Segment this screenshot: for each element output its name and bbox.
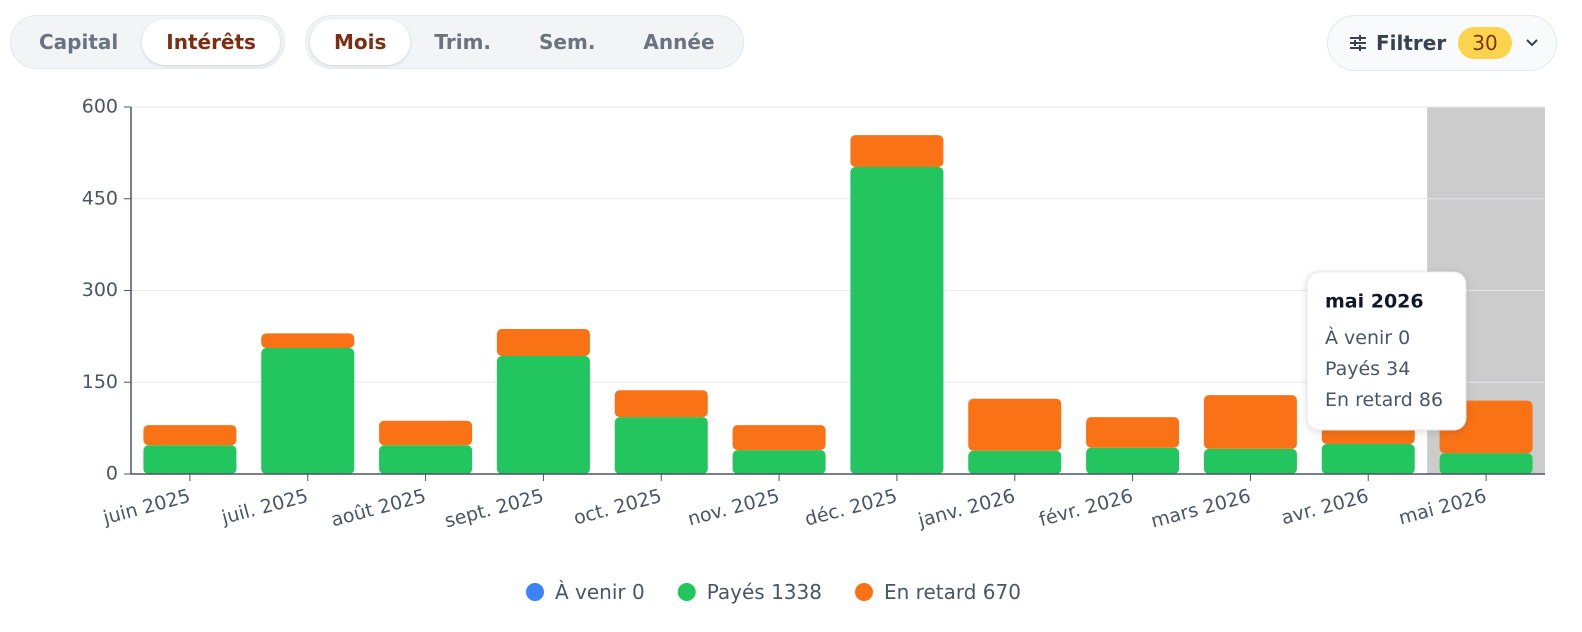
y-tick-label: 450 [82,187,118,209]
measure-tabs: Capital Intérêts [10,15,285,69]
x-tick-label: juin 2025 [100,485,193,530]
legend-label: Payés 1338 [707,580,822,604]
tooltip-name: À venir [1325,326,1392,349]
filter-button[interactable]: Filtrer 30 [1327,15,1557,71]
x-tick-label: sept. 2025 [442,485,546,533]
bar-segment [1203,448,1297,474]
x-tick-label: févr. 2026 [1037,485,1136,531]
bar-segment [1439,453,1533,474]
x-tick-label: juil. 2025 [219,485,311,529]
legend-total: 670 [983,580,1021,604]
filter-count: 30 [1458,27,1512,59]
tooltip-name: Payés [1325,358,1380,380]
chevron [1525,39,1538,47]
legend-name: Payés [707,580,765,604]
tooltip-row: À venir 0 [1325,326,1410,349]
x-tick-label: janv. 2026 [915,485,1017,532]
tooltip-row: En retard 86 [1325,389,1443,411]
legend-swatch [854,583,873,601]
x-tick-label: déc. 2025 [803,485,900,531]
bar-segment [732,425,826,451]
tab[interactable]: Mois [310,19,411,65]
bar-segment [143,445,237,474]
x-tick-label: mars 2026 [1149,485,1253,533]
tab[interactable]: Sem. [539,30,596,54]
tooltip-name: En retard [1325,389,1413,411]
legend-name: À venir [555,580,626,604]
y-tick-label: 0 [106,463,118,485]
tooltip-title: mai 2026 [1325,291,1424,313]
tooltip-row: Payés 34 [1325,358,1410,380]
legend-total: 1338 [771,580,822,604]
y-tick-label: 150 [82,371,118,393]
tab[interactable]: Trim. [434,30,492,54]
y-tick-label: 600 [82,96,118,118]
bar-segment [496,355,590,474]
legend-label: À venir 0 [555,580,645,604]
legend-swatch [677,583,696,601]
x-tick-label: août 2025 [329,485,429,531]
bar-segment [1086,447,1180,474]
tab[interactable]: Intérêts [142,19,280,65]
x-tick-label: mai 2026 [1396,485,1488,529]
filter-label: Filtrer [1376,31,1447,55]
legend-swatch [526,583,544,601]
bar-segment [614,390,708,418]
bar-segment [614,417,708,474]
tooltip-value: 0 [1398,327,1410,349]
bar-segment [732,450,826,474]
tab[interactable]: Année [643,30,715,54]
legend-total: 0 [632,580,645,604]
bar-segment [850,166,944,474]
tooltip [1306,271,1467,431]
x-tick-label: nov. 2025 [685,485,781,531]
bar-segment [1321,444,1415,474]
x-tick-label: oct. 2025 [571,485,664,530]
bar-segment [143,425,237,446]
legend-label: En retard 670 [884,580,1021,604]
x-tick-label: avr. 2026 [1279,485,1371,529]
bar-segment [379,445,473,474]
tooltip-value: 34 [1386,358,1410,380]
y-tick-label: 300 [82,279,118,301]
bar-segment [379,420,473,446]
tab[interactable]: Capital [39,30,119,54]
bar-segment [968,450,1062,474]
bar-segment [1203,395,1297,449]
bar-segment [850,135,944,167]
legend-name: En retard [884,580,976,604]
bar-segment [496,329,590,356]
bar-segment [1086,417,1180,448]
bar-segment [261,347,355,474]
bar-segment [968,398,1062,451]
filter-icon [1350,35,1366,51]
tooltip-value: 86 [1419,389,1443,411]
bar-segment [261,333,355,348]
period-tabs: Mois Trim. Sem. Année [305,15,744,69]
